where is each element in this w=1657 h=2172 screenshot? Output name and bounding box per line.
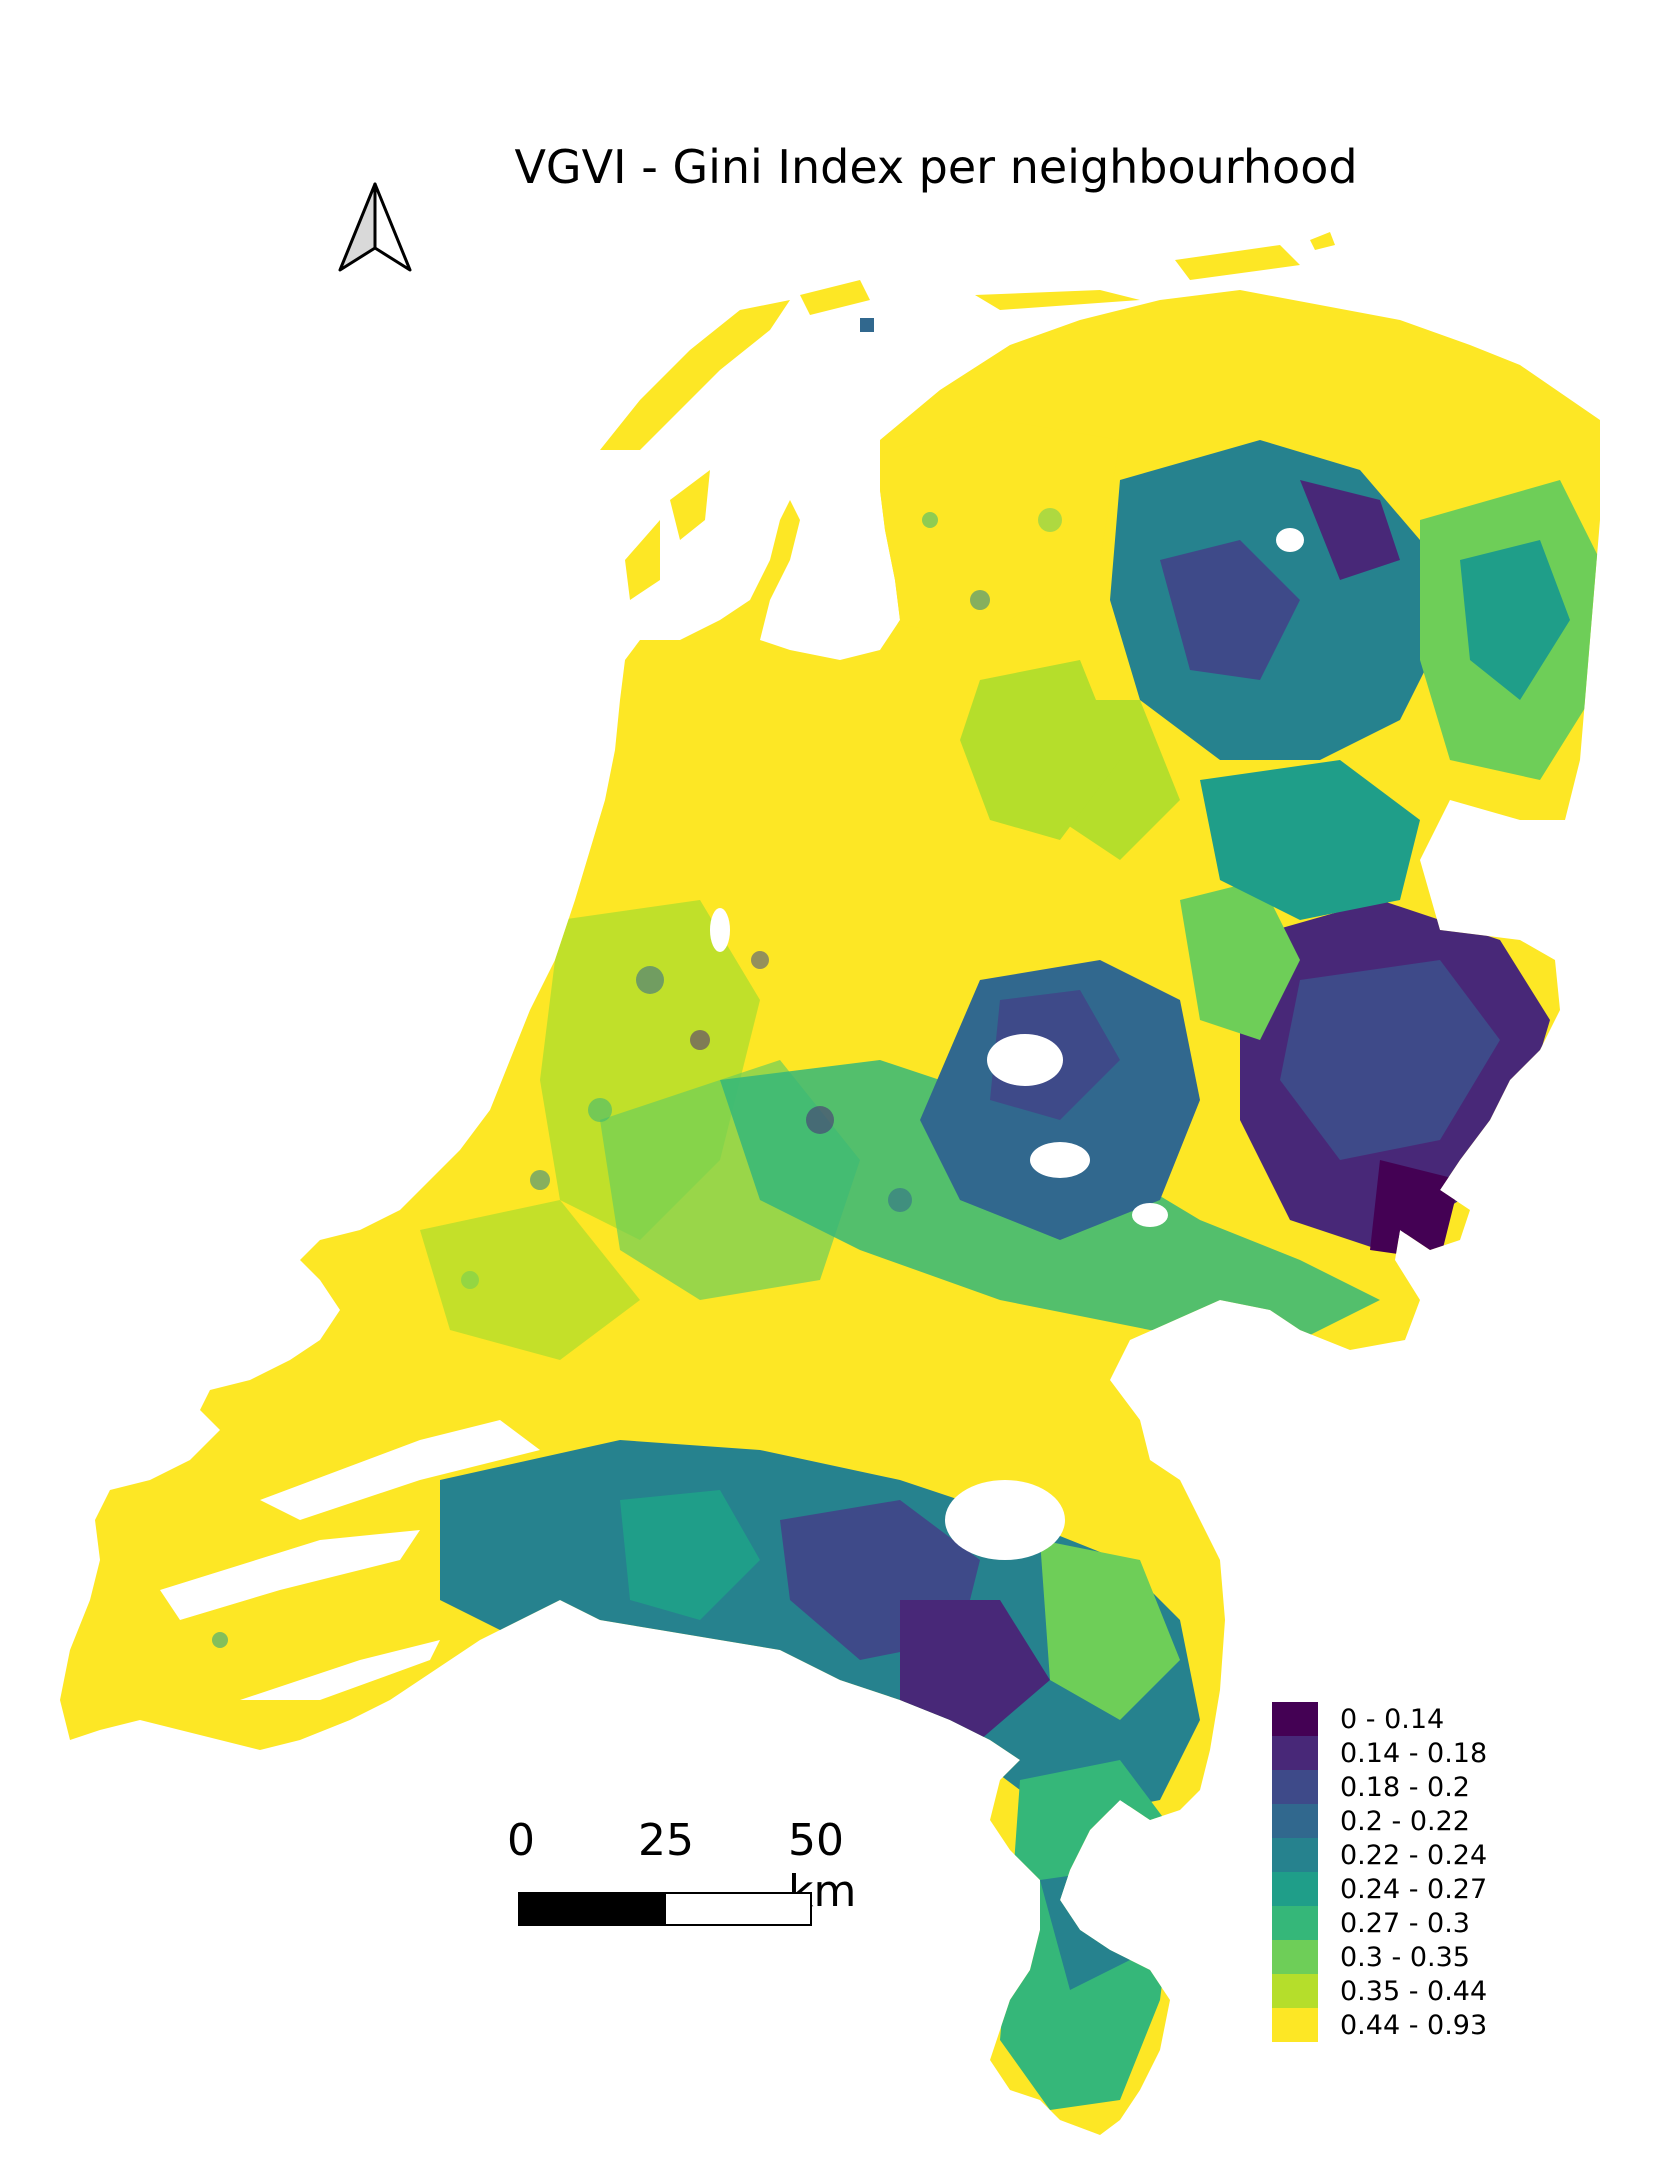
legend-item: 0.18 - 0.2 [1272, 1770, 1562, 1804]
legend-label: 0.14 - 0.18 [1340, 1737, 1488, 1769]
scale-label-0: 0 [507, 1815, 535, 1866]
north-arrow-icon [338, 182, 412, 272]
legend-swatch [1272, 1770, 1318, 1804]
legend-swatch [1272, 1838, 1318, 1872]
legend-label: 0.3 - 0.35 [1340, 1941, 1470, 1973]
legend-swatch [1272, 1736, 1318, 1770]
scale-bar-graphic [518, 1892, 812, 1926]
legend-item: 0.22 - 0.24 [1272, 1838, 1562, 1872]
scale-bar: 0 25 50 km [490, 1815, 856, 1935]
legend-item: 0.35 - 0.44 [1272, 1974, 1562, 2008]
legend-swatch [1272, 1974, 1318, 2008]
legend-item: 0.24 - 0.27 [1272, 1872, 1562, 1906]
legend-item: 0.3 - 0.35 [1272, 1940, 1562, 1974]
legend-item: 0.44 - 0.93 [1272, 2008, 1562, 2042]
legend-label: 0.2 - 0.22 [1340, 1805, 1470, 1837]
legend-swatch [1272, 1872, 1318, 1906]
map-title: VGVI - Gini Index per neighbourhood [514, 140, 1358, 194]
legend-item: 0 - 0.14 [1272, 1702, 1562, 1736]
legend-item: 0.2 - 0.22 [1272, 1804, 1562, 1838]
legend-label: 0.44 - 0.93 [1340, 2009, 1488, 2041]
legend-label: 0 - 0.14 [1340, 1703, 1445, 1735]
legend-label: 0.24 - 0.27 [1340, 1873, 1488, 1905]
scale-label-25: 25 [638, 1815, 694, 1866]
legend-label: 0.18 - 0.2 [1340, 1771, 1470, 1803]
legend-item: 0.27 - 0.3 [1272, 1906, 1562, 1940]
scale-segment-white [664, 1892, 812, 1926]
legend-swatch [1272, 1804, 1318, 1838]
legend-label: 0.35 - 0.44 [1340, 1975, 1488, 2007]
legend-swatch [1272, 2008, 1318, 2042]
legend-swatch [1272, 1906, 1318, 1940]
legend-swatch [1272, 1940, 1318, 1974]
legend-swatch [1272, 1702, 1318, 1736]
legend-label: 0.27 - 0.3 [1340, 1907, 1470, 1939]
scale-segment-black [518, 1892, 666, 1926]
legend-label: 0.22 - 0.24 [1340, 1839, 1488, 1871]
legend: 0 - 0.14 0.14 - 0.18 0.18 - 0.2 0.2 - 0.22 0… [1272, 1702, 1562, 2042]
legend-item: 0.14 - 0.18 [1272, 1736, 1562, 1770]
